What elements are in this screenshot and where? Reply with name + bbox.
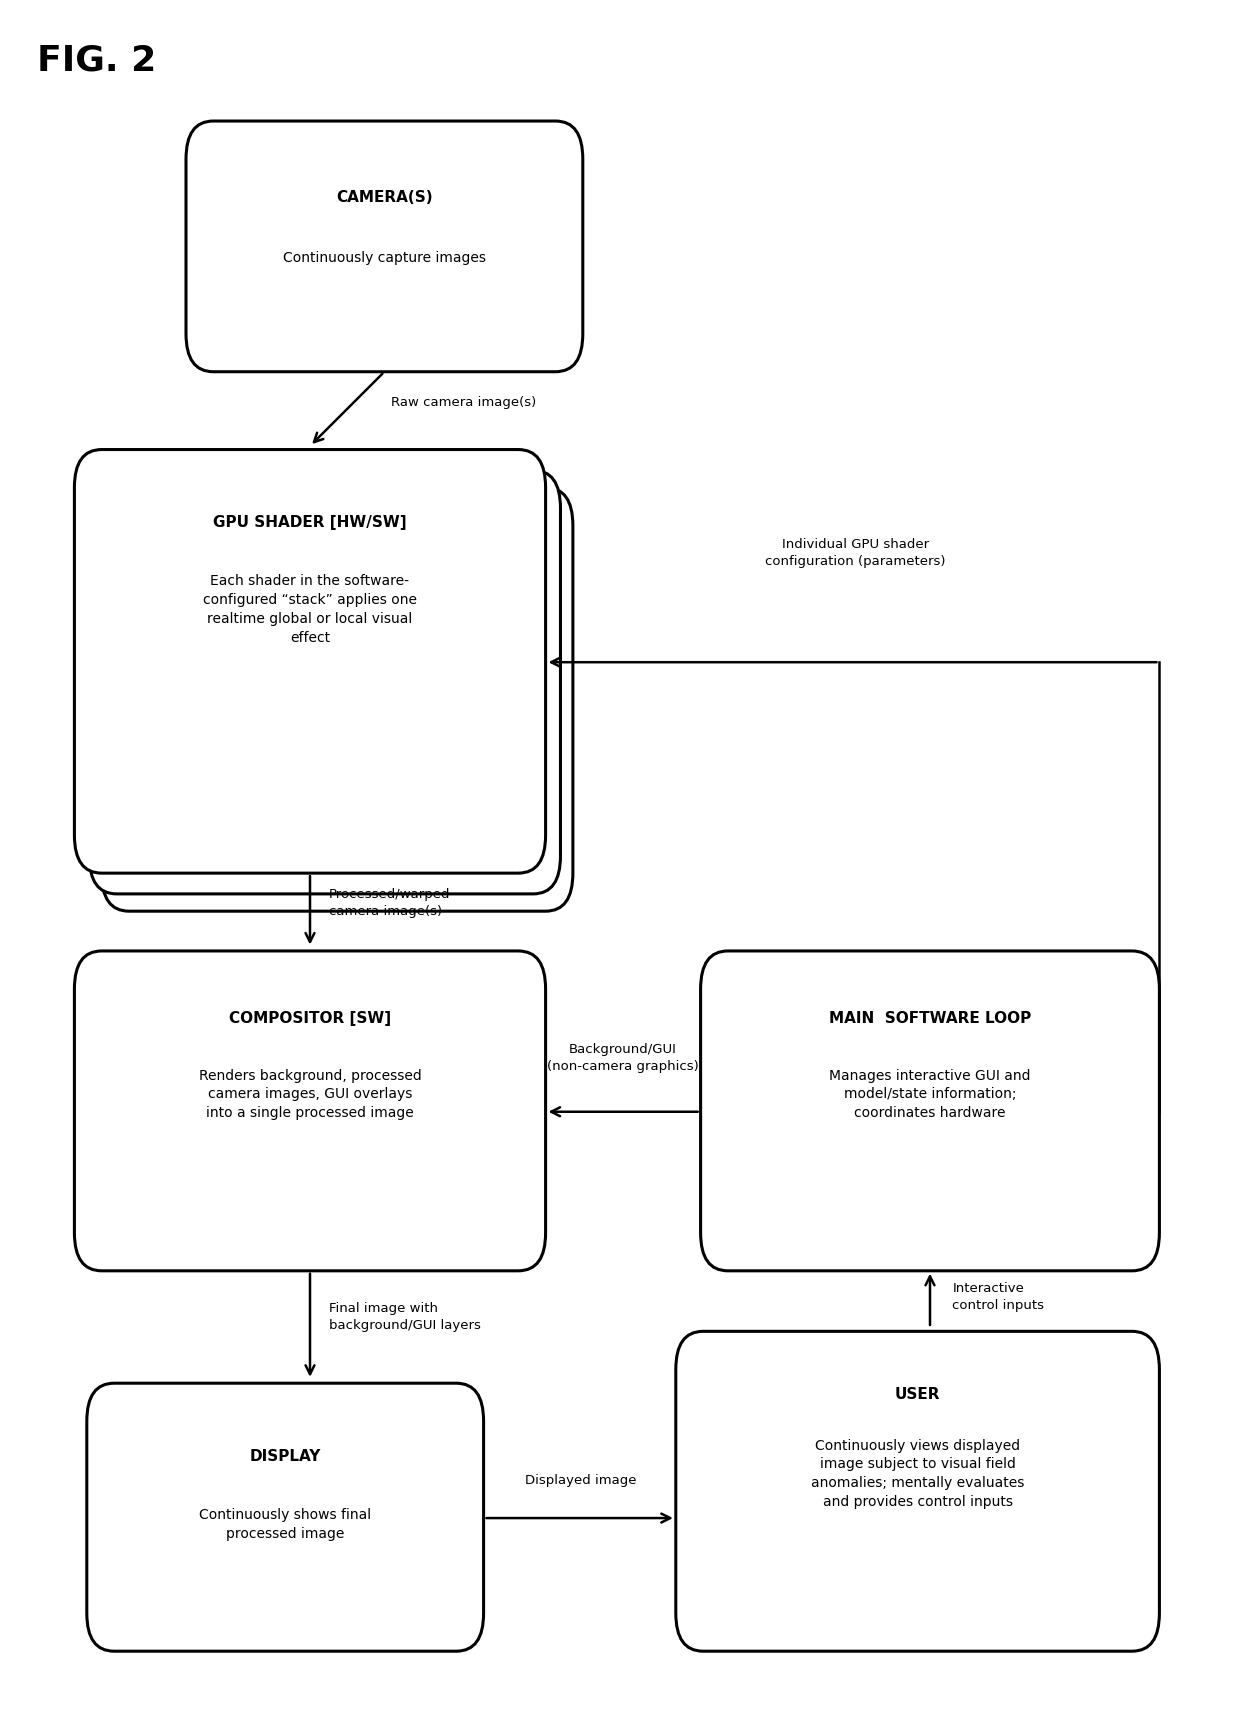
Text: Raw camera image(s): Raw camera image(s) bbox=[391, 396, 536, 410]
Text: USER: USER bbox=[895, 1387, 940, 1402]
Text: Each shader in the software-
configured “stack” applies one
realtime global or l: Each shader in the software- configured … bbox=[203, 574, 417, 645]
Text: Interactive
control inputs: Interactive control inputs bbox=[952, 1281, 1044, 1312]
FancyBboxPatch shape bbox=[701, 951, 1159, 1271]
Text: Final image with
background/GUI layers: Final image with background/GUI layers bbox=[329, 1302, 480, 1333]
Text: COMPOSITOR [SW]: COMPOSITOR [SW] bbox=[229, 1011, 391, 1027]
Text: Renders background, processed
camera images, GUI overlays
into a single processe: Renders background, processed camera ima… bbox=[198, 1069, 422, 1120]
Text: MAIN  SOFTWARE LOOP: MAIN SOFTWARE LOOP bbox=[828, 1011, 1032, 1027]
FancyBboxPatch shape bbox=[87, 1383, 484, 1651]
Text: FIG. 2: FIG. 2 bbox=[37, 43, 156, 78]
Text: Continuously views displayed
image subject to visual field
anomalies; mentally e: Continuously views displayed image subje… bbox=[811, 1439, 1024, 1509]
FancyBboxPatch shape bbox=[676, 1331, 1159, 1651]
FancyBboxPatch shape bbox=[74, 450, 546, 873]
Text: Individual GPU shader
configuration (parameters): Individual GPU shader configuration (par… bbox=[765, 538, 946, 569]
FancyBboxPatch shape bbox=[74, 951, 546, 1271]
Text: DISPLAY: DISPLAY bbox=[249, 1449, 321, 1464]
Text: CAMERA(S): CAMERA(S) bbox=[336, 190, 433, 206]
FancyBboxPatch shape bbox=[186, 121, 583, 372]
FancyBboxPatch shape bbox=[102, 488, 573, 911]
FancyBboxPatch shape bbox=[89, 470, 560, 894]
Text: Manages interactive GUI and
model/state information;
coordinates hardware: Manages interactive GUI and model/state … bbox=[830, 1069, 1030, 1120]
Text: Continuously capture images: Continuously capture images bbox=[283, 251, 486, 265]
Text: Background/GUI
(non-camera graphics): Background/GUI (non-camera graphics) bbox=[547, 1043, 698, 1074]
Text: GPU SHADER [HW/SW]: GPU SHADER [HW/SW] bbox=[213, 515, 407, 531]
Text: Processed/warped
camera image(s): Processed/warped camera image(s) bbox=[329, 887, 450, 918]
Text: Displayed image: Displayed image bbox=[525, 1473, 636, 1487]
Text: Continuously shows final
processed image: Continuously shows final processed image bbox=[200, 1508, 371, 1541]
